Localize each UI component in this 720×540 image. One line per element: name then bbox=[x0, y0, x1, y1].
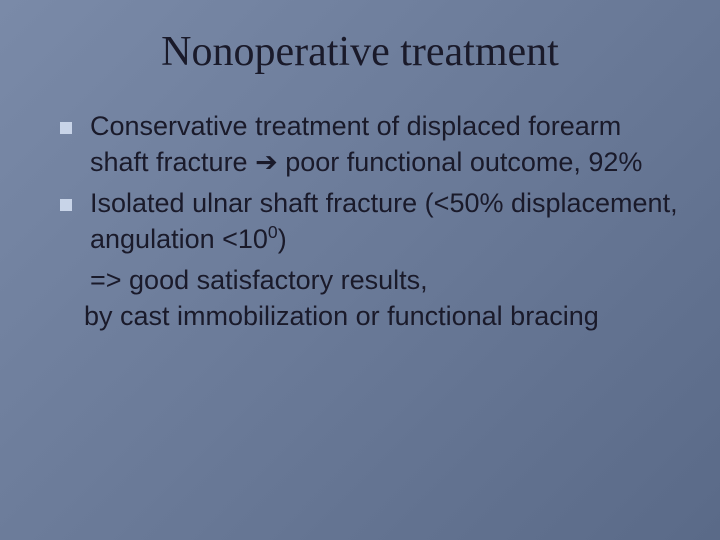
slide-body: Conservative treatment of displaced fore… bbox=[0, 76, 720, 335]
square-bullet-icon bbox=[60, 199, 72, 211]
text-span: Isolated ulnar shaft fracture (<50% disp… bbox=[90, 188, 678, 254]
text-span: poor functional outcome, 92% bbox=[278, 147, 643, 177]
slide-title: Nonoperative treatment bbox=[0, 0, 720, 76]
text-span: ) bbox=[278, 224, 287, 254]
bullet-item: Isolated ulnar shaft fracture (<50% disp… bbox=[60, 185, 680, 258]
continuation-line: by cast immobilization or functional bra… bbox=[84, 298, 680, 334]
arrow-icon: ➔ bbox=[255, 147, 278, 177]
continuation-line: => good satisfactory results, bbox=[90, 262, 680, 298]
square-bullet-icon bbox=[60, 122, 72, 134]
bullet-text: Conservative treatment of displaced fore… bbox=[90, 108, 680, 181]
slide: Nonoperative treatment Conservative trea… bbox=[0, 0, 720, 540]
superscript: 0 bbox=[268, 222, 278, 242]
bullet-item: Conservative treatment of displaced fore… bbox=[60, 108, 680, 181]
bullet-text: Isolated ulnar shaft fracture (<50% disp… bbox=[90, 185, 680, 258]
